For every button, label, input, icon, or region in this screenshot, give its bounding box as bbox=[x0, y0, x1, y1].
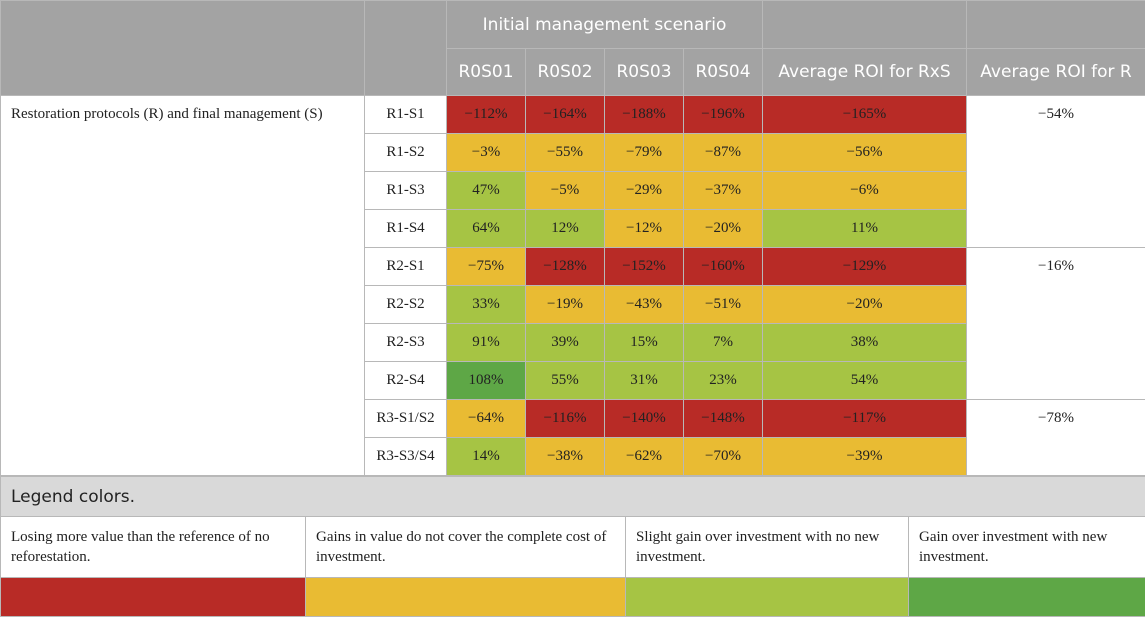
avg-rxs-cell: −6% bbox=[762, 171, 968, 210]
avg-rxs-cell: 11% bbox=[762, 209, 968, 248]
avg-r-cell: −16% bbox=[966, 247, 1145, 400]
roi-cell: 12% bbox=[525, 209, 605, 248]
roi-cell: −152% bbox=[604, 247, 684, 286]
roi-cell: −43% bbox=[604, 285, 684, 324]
legend-text: Gains in value do not cover the complete… bbox=[305, 516, 626, 578]
roi-cell: −51% bbox=[682, 285, 764, 324]
roi-cell: 23% bbox=[682, 361, 764, 400]
table-row: R2-S1 −75% −128% −152% −160% −129% −16% bbox=[1, 247, 1145, 400]
roi-cell: 39% bbox=[525, 323, 605, 362]
roi-cell: −37% bbox=[682, 171, 764, 210]
legend-swatch-dark-green bbox=[907, 577, 1145, 617]
avg-rxs-cell: −39% bbox=[762, 437, 968, 476]
table-row: Restoration protocols (R) and final mana… bbox=[0, 95, 1145, 476]
roi-cell: 31% bbox=[604, 361, 684, 400]
avg-rxs-header-top bbox=[762, 0, 968, 49]
roi-cell: −29% bbox=[604, 171, 684, 210]
roi-cell: −5% bbox=[525, 171, 605, 210]
roi-cell: 15% bbox=[604, 323, 684, 362]
avg-rxs-cell: 38% bbox=[762, 323, 968, 362]
avg-r-cell: −54% bbox=[966, 95, 1145, 248]
roi-cell: −148% bbox=[682, 399, 764, 438]
legend-swatch-yellow bbox=[305, 577, 626, 617]
table-row: R1-S4 64% 12% −12% −20% 11% bbox=[1, 209, 1145, 248]
roi-cell: −112% bbox=[446, 95, 526, 134]
avg-rxs-cell: −56% bbox=[762, 133, 968, 172]
legend-text: Gain over investment with new investment… bbox=[907, 516, 1145, 578]
avg-r-header: Average ROI for R bbox=[966, 48, 1145, 96]
roi-cell: −3% bbox=[446, 133, 526, 172]
avg-rxs-cell: −20% bbox=[762, 285, 968, 324]
row-name: R1-S4 bbox=[364, 209, 447, 248]
roi-cell: 91% bbox=[446, 323, 526, 362]
roi-cell: −79% bbox=[604, 133, 684, 172]
avg-rxs-header: Average ROI for RxS bbox=[762, 48, 968, 96]
roi-cell: −164% bbox=[525, 95, 605, 134]
roi-cell: −38% bbox=[525, 437, 605, 476]
roi-cell: −188% bbox=[604, 95, 684, 134]
row-name: R3-S3/S4 bbox=[364, 437, 447, 476]
row-name: R3-S1/S2 bbox=[364, 399, 447, 438]
roi-cell: −20% bbox=[682, 209, 764, 248]
row-name: R2-S3 bbox=[364, 323, 447, 362]
table-row: R3-S3/S4 14% −38% −62% −70% −39% bbox=[1, 437, 1145, 476]
roi-cell: −128% bbox=[525, 247, 605, 286]
avg-rxs-cell: −117% bbox=[762, 399, 968, 438]
roi-cell: −160% bbox=[682, 247, 764, 286]
avg-r-cell: −78% bbox=[966, 399, 1145, 476]
col-header: R0S01 bbox=[446, 48, 526, 96]
legend-title: Legend colors. bbox=[0, 476, 1145, 517]
roi-cell: 33% bbox=[446, 285, 526, 324]
table-row: R2-S4 108% 55% 31% 23% 54% bbox=[1, 361, 1145, 400]
roi-cell: −116% bbox=[525, 399, 605, 438]
initial-scenario-header: Initial management scenario bbox=[445, 0, 764, 49]
legend-swatch-light-green bbox=[625, 577, 909, 617]
roi-cell: −75% bbox=[446, 247, 526, 286]
col-header: R0S04 bbox=[682, 48, 764, 96]
avg-rxs-cell: −165% bbox=[762, 95, 968, 134]
roi-cell: −64% bbox=[446, 399, 526, 438]
roi-cell: 64% bbox=[446, 209, 526, 248]
row-name: R1-S3 bbox=[364, 171, 447, 210]
row-name: R1-S2 bbox=[364, 133, 447, 172]
col-header: R0S03 bbox=[604, 48, 684, 96]
roi-cell: 7% bbox=[682, 323, 764, 362]
row-name: R1-S1 bbox=[364, 95, 447, 134]
roi-cell: 55% bbox=[525, 361, 605, 400]
row-group-label: Restoration protocols (R) and final mana… bbox=[0, 95, 365, 476]
roi-cell: −196% bbox=[682, 95, 764, 134]
col-header: R0S02 bbox=[525, 48, 605, 96]
corner-cell bbox=[0, 0, 365, 96]
roi-cell: −19% bbox=[525, 285, 605, 324]
legend-swatch-red bbox=[0, 577, 306, 617]
table-row: R2-S2 33% −19% −43% −51% −20% bbox=[1, 285, 1145, 324]
roi-cell: 47% bbox=[446, 171, 526, 210]
legend-text: Slight gain over investment with no new … bbox=[625, 516, 909, 578]
roi-cell: −62% bbox=[604, 437, 684, 476]
roi-table: Initial management scenario R0S01 R0S02 … bbox=[0, 0, 1145, 476]
roi-cell: 108% bbox=[446, 361, 526, 400]
avg-rxs-cell: −129% bbox=[762, 247, 968, 286]
table-row: R1-S3 47% −5% −29% −37% −6% bbox=[1, 171, 1145, 210]
roi-cell: −55% bbox=[525, 133, 605, 172]
roi-cell: −87% bbox=[682, 133, 764, 172]
avg-r-header-top bbox=[966, 0, 1145, 49]
legend-text: Losing more value than the reference of … bbox=[0, 516, 306, 578]
roi-cell: −70% bbox=[682, 437, 764, 476]
row-name: R2-S2 bbox=[364, 285, 447, 324]
roi-cell: −12% bbox=[604, 209, 684, 248]
legend-table: Legend colors. Losing more value than th… bbox=[0, 476, 1145, 617]
corner-cell-2 bbox=[364, 0, 447, 96]
roi-cell: −140% bbox=[604, 399, 684, 438]
roi-cell: 14% bbox=[446, 437, 526, 476]
table-row: R1-S2 −3% −55% −79% −87% −56% bbox=[1, 133, 1145, 172]
row-name: R2-S1 bbox=[364, 247, 447, 286]
row-name: R2-S4 bbox=[364, 361, 447, 400]
avg-rxs-cell: 54% bbox=[762, 361, 968, 400]
